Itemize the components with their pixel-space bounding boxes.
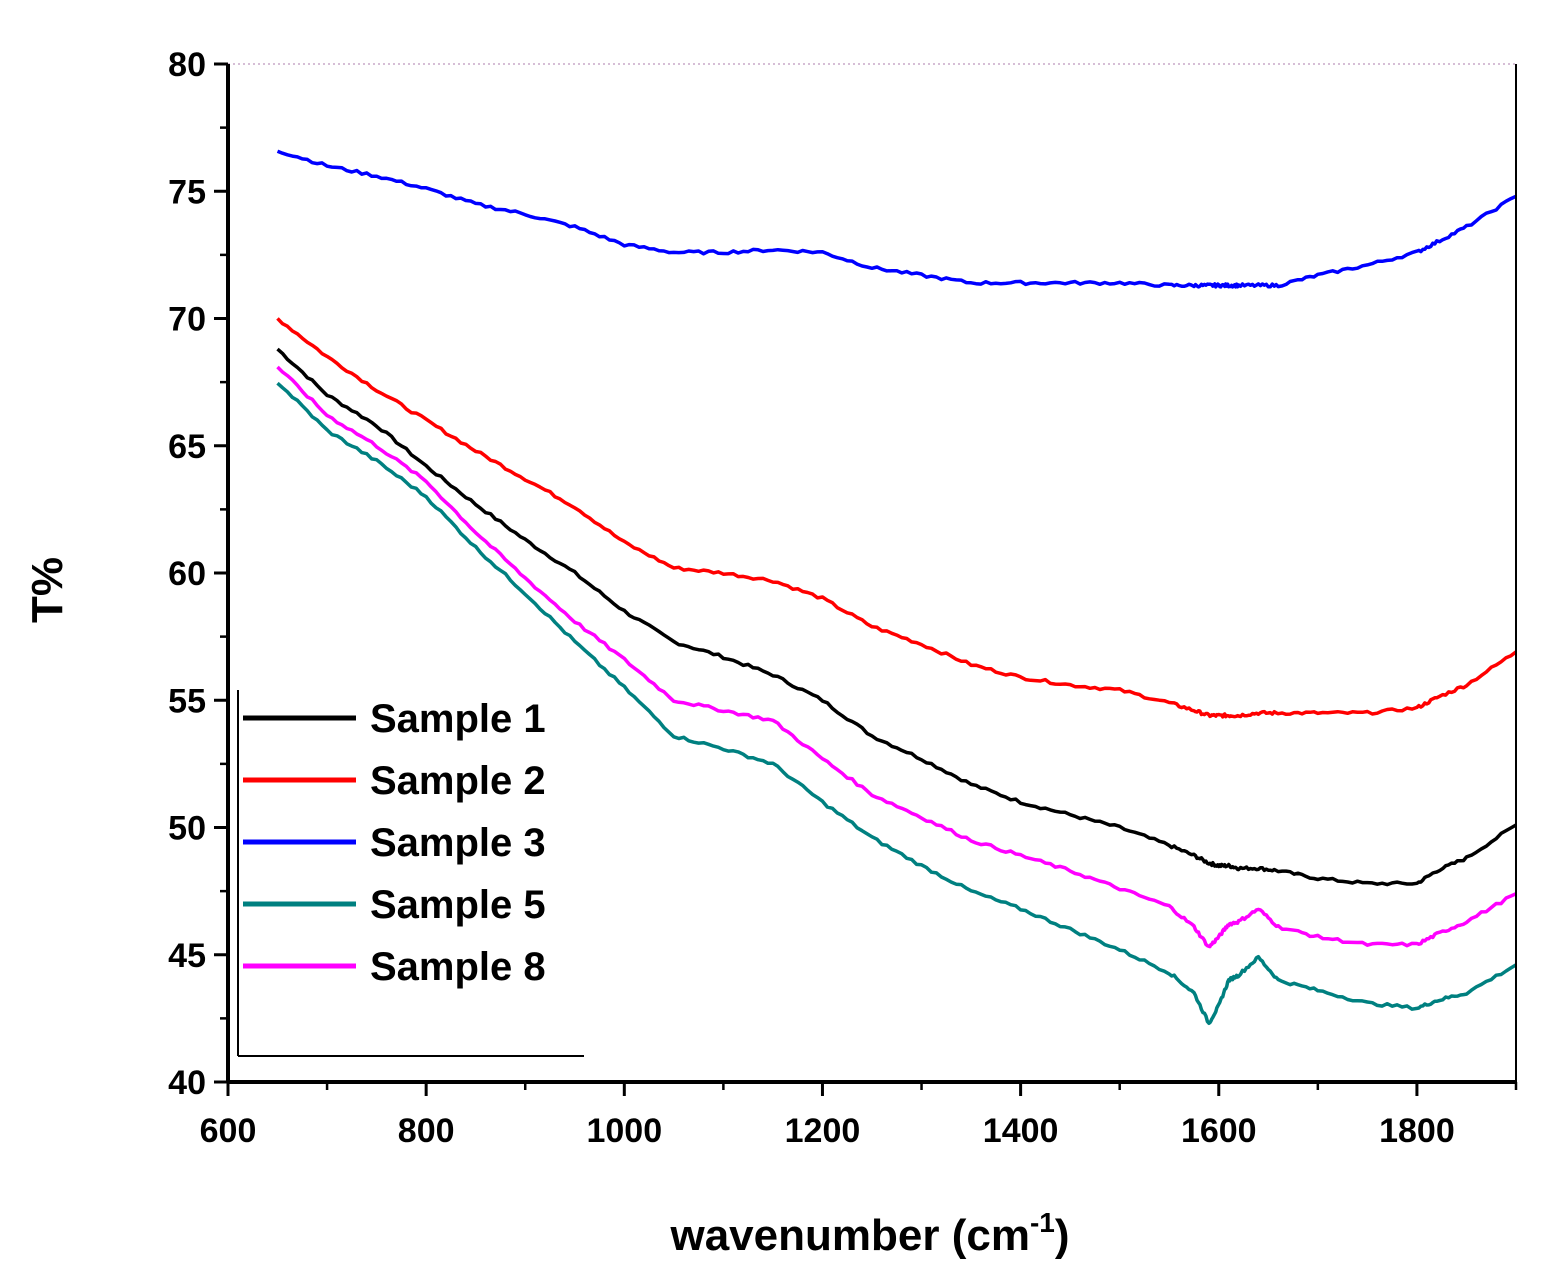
y-tick-label: 55 — [168, 682, 206, 720]
x-axis-title-close: ) — [1055, 1211, 1070, 1260]
ticks: 40 45 50 55 60 65 70 75 80 600 800 1000 1200 1400 1600… — [168, 46, 1518, 1150]
series-line-sample-3 — [276, 149, 1517, 289]
legend: Sample 1 Sample 2 Sample 3 Sample 5 Sample 8 — [237, 690, 584, 1057]
series-line-sample-5 — [276, 381, 1517, 1026]
x-tick-label: 1200 — [785, 1112, 861, 1150]
y-tick-label: 75 — [168, 173, 206, 211]
legend-label-sample-2: Sample 2 — [370, 759, 546, 803]
x-axis-title: wavenumber (cm-1) — [669, 1207, 1069, 1260]
y-tick-label: 70 — [168, 301, 206, 339]
legend-label-sample-3: Sample 3 — [370, 821, 546, 865]
x-tick-label: 1000 — [586, 1112, 662, 1150]
y-tick-label: 80 — [168, 46, 206, 84]
y-tick-label: 40 — [168, 1064, 206, 1102]
series-line-sample-2 — [276, 317, 1518, 719]
x-axis-title-main: wavenumber (cm — [669, 1211, 1029, 1260]
x-axis-title-sup: -1 — [1030, 1207, 1055, 1238]
x-tick-label: 1400 — [983, 1112, 1059, 1150]
axes — [226, 64, 1517, 1084]
x-tick-label: 1600 — [1181, 1112, 1257, 1150]
y-tick-label: 50 — [168, 810, 206, 848]
legend-label-sample-1: Sample 1 — [370, 697, 546, 741]
x-tick-label: 1800 — [1379, 1112, 1455, 1150]
series-layer — [276, 149, 1518, 1026]
x-tick-label: 800 — [398, 1112, 455, 1150]
y-tick-label: 45 — [168, 937, 206, 975]
series-line-sample-8 — [276, 365, 1517, 949]
y-axis-title: T% — [23, 557, 72, 623]
x-tick-label: 600 — [200, 1112, 257, 1150]
y-tick-label: 65 — [168, 428, 206, 466]
legend-label-sample-8: Sample 8 — [370, 945, 546, 989]
series-line-sample-1 — [276, 347, 1517, 887]
legend-label-sample-5: Sample 5 — [370, 883, 546, 927]
y-tick-label: 60 — [168, 555, 206, 593]
